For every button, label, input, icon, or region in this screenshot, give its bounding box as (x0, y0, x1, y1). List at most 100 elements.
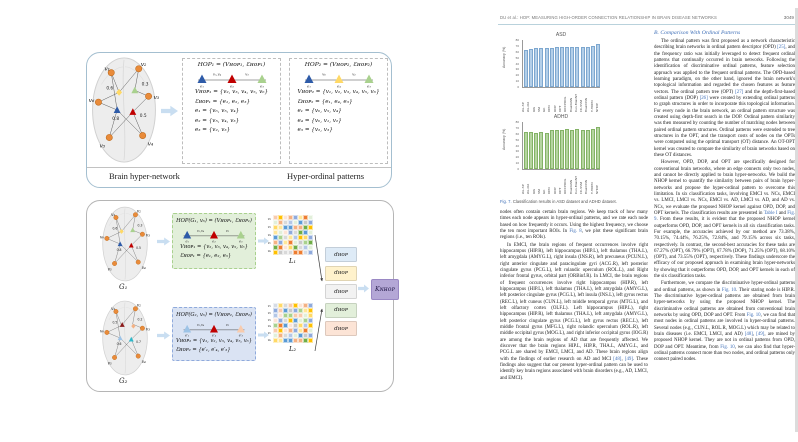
matrix-cell (273, 318, 278, 323)
node-label: v₆ (100, 234, 104, 239)
matrix-cell (273, 308, 278, 313)
bar (529, 131, 534, 169)
bar (534, 47, 539, 87)
matrix-cell (308, 323, 313, 328)
matrix-cell (303, 245, 308, 250)
edge-weight-label: 0.6 (106, 85, 113, 91)
matrix-cell (283, 303, 288, 308)
matrix-cell (308, 333, 313, 338)
matrix-cell (293, 230, 298, 235)
matrix-cell (308, 338, 313, 343)
matrix-cell (278, 333, 283, 338)
dhop-distance-box: dʜᴏᴘ (325, 284, 357, 299)
matrix-cell (308, 230, 313, 235)
y-tick-label: 70 (515, 125, 519, 130)
matrix-cell (288, 240, 293, 245)
edge-weight-label: 0.5 (140, 113, 147, 119)
matrix-cell (308, 303, 313, 308)
brain-network-g1: v₁ v₂ v₃ v₄ v₅ v₆ 0.6 0.3 0.8 0.5 (100, 206, 150, 282)
g2-label: G₂ (119, 377, 128, 385)
y-tick-label: 30 (515, 67, 519, 72)
bar (544, 132, 549, 169)
edge-weight-label: 0.3 (138, 224, 143, 228)
matrix-cell (288, 245, 293, 250)
matrix-cell (283, 313, 288, 318)
node-label: v₂ (137, 209, 141, 214)
matrix-cell (273, 250, 278, 255)
matrix-cell (308, 245, 313, 250)
matrix-cell (288, 318, 293, 323)
matrix-cell (293, 328, 298, 333)
edge-weight-label: 0.2 (138, 318, 143, 322)
x-tick-label: DIFFPOOL (563, 178, 568, 194)
bar (570, 129, 575, 169)
matrix-cell (278, 215, 283, 220)
matrix-cell (303, 308, 308, 313)
matrix-cell (278, 245, 283, 250)
svg-text:e₃: e₃ (367, 84, 371, 88)
matrix-row-label: v₃ (267, 225, 271, 229)
right-column: B. Comparison With Ordinal Patterns The … (654, 30, 795, 365)
matrix-cell (308, 328, 313, 333)
bar (590, 46, 595, 87)
node-label: v₆ (89, 98, 95, 104)
l1-row-labels: v₂ v₃ v₄ v₅ v₆ (263, 215, 271, 255)
matrix-cell (298, 250, 303, 255)
matrix-cell (278, 250, 283, 255)
matrix-cell (278, 323, 283, 328)
matrix-row-label: v₄ (267, 233, 271, 237)
matrix-cell (273, 245, 278, 250)
y-tick-label: 10 (515, 79, 519, 84)
brain-network-g2: v₁ v₂ v₃ v₄ v₅ v₆ 0.5 0.2 0.6 0.7 (100, 300, 150, 376)
node-label: v₁ (111, 306, 115, 311)
l1-label: L₁ (289, 257, 296, 265)
hop-g1-equations: Vʜᴏᴘ₁ = {v₂, v₃, v₄, v₅, v₆} Ɛʜᴏᴘ₁ = {e₁,… (180, 243, 248, 260)
matrix-cell (288, 338, 293, 343)
hop2-motif: e₁ e₄ e₃ v₆ v₂ (304, 73, 373, 88)
node-label: v₆ (100, 328, 104, 333)
y-axis: 0 10 20 30 40 50 60 70 80 (508, 120, 520, 170)
formula-line: Ɛʜᴏᴘ₁ = {e₁, e₂, e₃} (180, 252, 232, 259)
matrix-cell (308, 308, 313, 313)
bar (580, 46, 585, 87)
matrix-cell (303, 338, 308, 343)
node-label: v₁ (104, 67, 110, 73)
svg-text:e₃: e₃ (260, 84, 264, 88)
svg-text:e₄: e₄ (337, 84, 341, 88)
matrix-cell (273, 240, 278, 245)
matrix-cell (273, 328, 278, 333)
matrix-cell (298, 328, 303, 333)
matrix-cell (303, 240, 308, 245)
svg-text:v₃: v₃ (245, 73, 249, 77)
panel-divider (87, 167, 391, 168)
l2-label: L₂ (289, 345, 296, 353)
matrix-cell (298, 230, 303, 235)
matrix-cell (293, 240, 298, 245)
x-tick-label: WL-OA (526, 101, 531, 112)
matrix-cell (288, 308, 293, 313)
matrix-cell (283, 333, 288, 338)
formula-line: e₁ = {v₆, v₅, v₄} (297, 108, 342, 114)
arrow-g1-to-hop (157, 237, 170, 246)
matrix-cell (293, 338, 298, 343)
matrix-cell (298, 338, 303, 343)
svg-text:v₅,v₄: v₅,v₄ (197, 229, 205, 233)
matrix-cell (273, 333, 278, 338)
x-tick-label: BrainCNN (584, 98, 589, 112)
matrix-cell (283, 240, 288, 245)
figure-caption-text: Classification results in ASD dataset an… (512, 199, 617, 204)
hop2-box: HOP₂ = (Vʜᴏᴘ₂, Ɛʜᴏᴘ₂) e₁ e₄ e₃ v₆ v₂ Vʜᴏᴘ₂ =… (289, 58, 388, 164)
paragraph: The ordinal pattern was first proposed a… (654, 39, 796, 158)
y-tick-label: 30 (515, 149, 519, 154)
matrix-cell (288, 333, 293, 338)
matrix-cell (273, 225, 278, 230)
matrix-cell (303, 225, 308, 230)
bar (524, 49, 528, 87)
formula-line: e₁ = {v₆, v₅, v₄} (194, 108, 240, 114)
y-tick-label: 40 (515, 143, 519, 148)
matrix-cell (288, 250, 293, 255)
matrix-cell (278, 308, 283, 313)
node-label: v₂ (137, 303, 141, 308)
formula-line: Ɛʜᴏᴘ₁ = {e₁, e₂, e₃} (194, 98, 251, 105)
bar (554, 129, 559, 169)
